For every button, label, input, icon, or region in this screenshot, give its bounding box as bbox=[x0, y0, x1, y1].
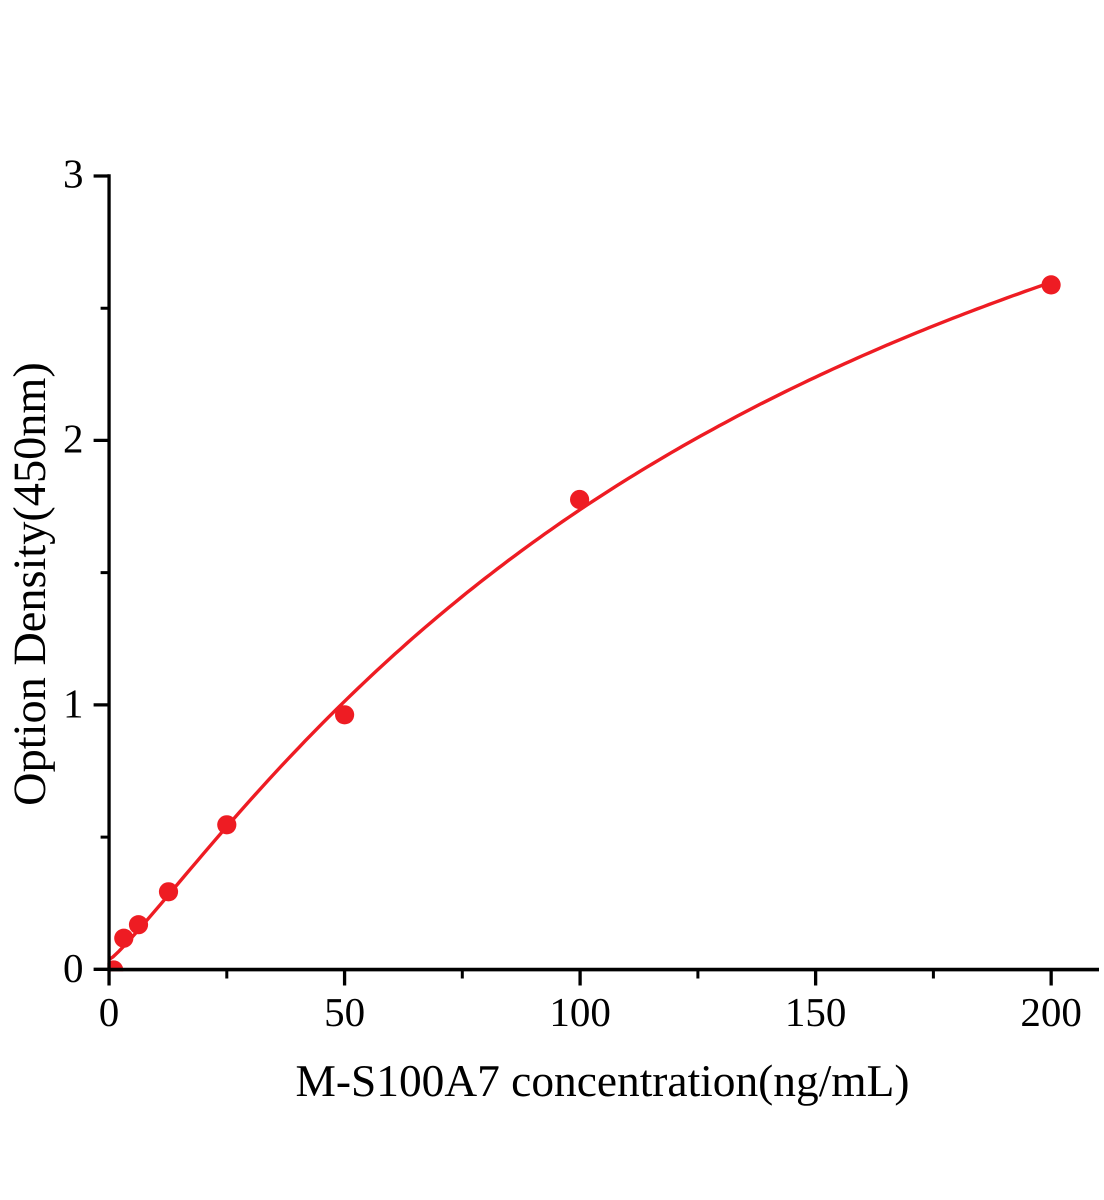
svg-text:50: 50 bbox=[324, 989, 365, 1035]
svg-text:0: 0 bbox=[99, 989, 120, 1035]
svg-text:3: 3 bbox=[63, 150, 84, 196]
svg-text:100: 100 bbox=[549, 989, 611, 1035]
svg-text:1: 1 bbox=[63, 680, 84, 726]
svg-text:200: 200 bbox=[1020, 989, 1082, 1035]
svg-text:2: 2 bbox=[63, 415, 84, 461]
svg-text:150: 150 bbox=[785, 989, 847, 1035]
svg-text:0: 0 bbox=[63, 945, 84, 991]
svg-text:M-S100A7 concentration(ng/mL): M-S100A7 concentration(ng/mL) bbox=[296, 1056, 910, 1106]
svg-text:Option Density(450nm): Option Density(450nm) bbox=[5, 362, 56, 806]
